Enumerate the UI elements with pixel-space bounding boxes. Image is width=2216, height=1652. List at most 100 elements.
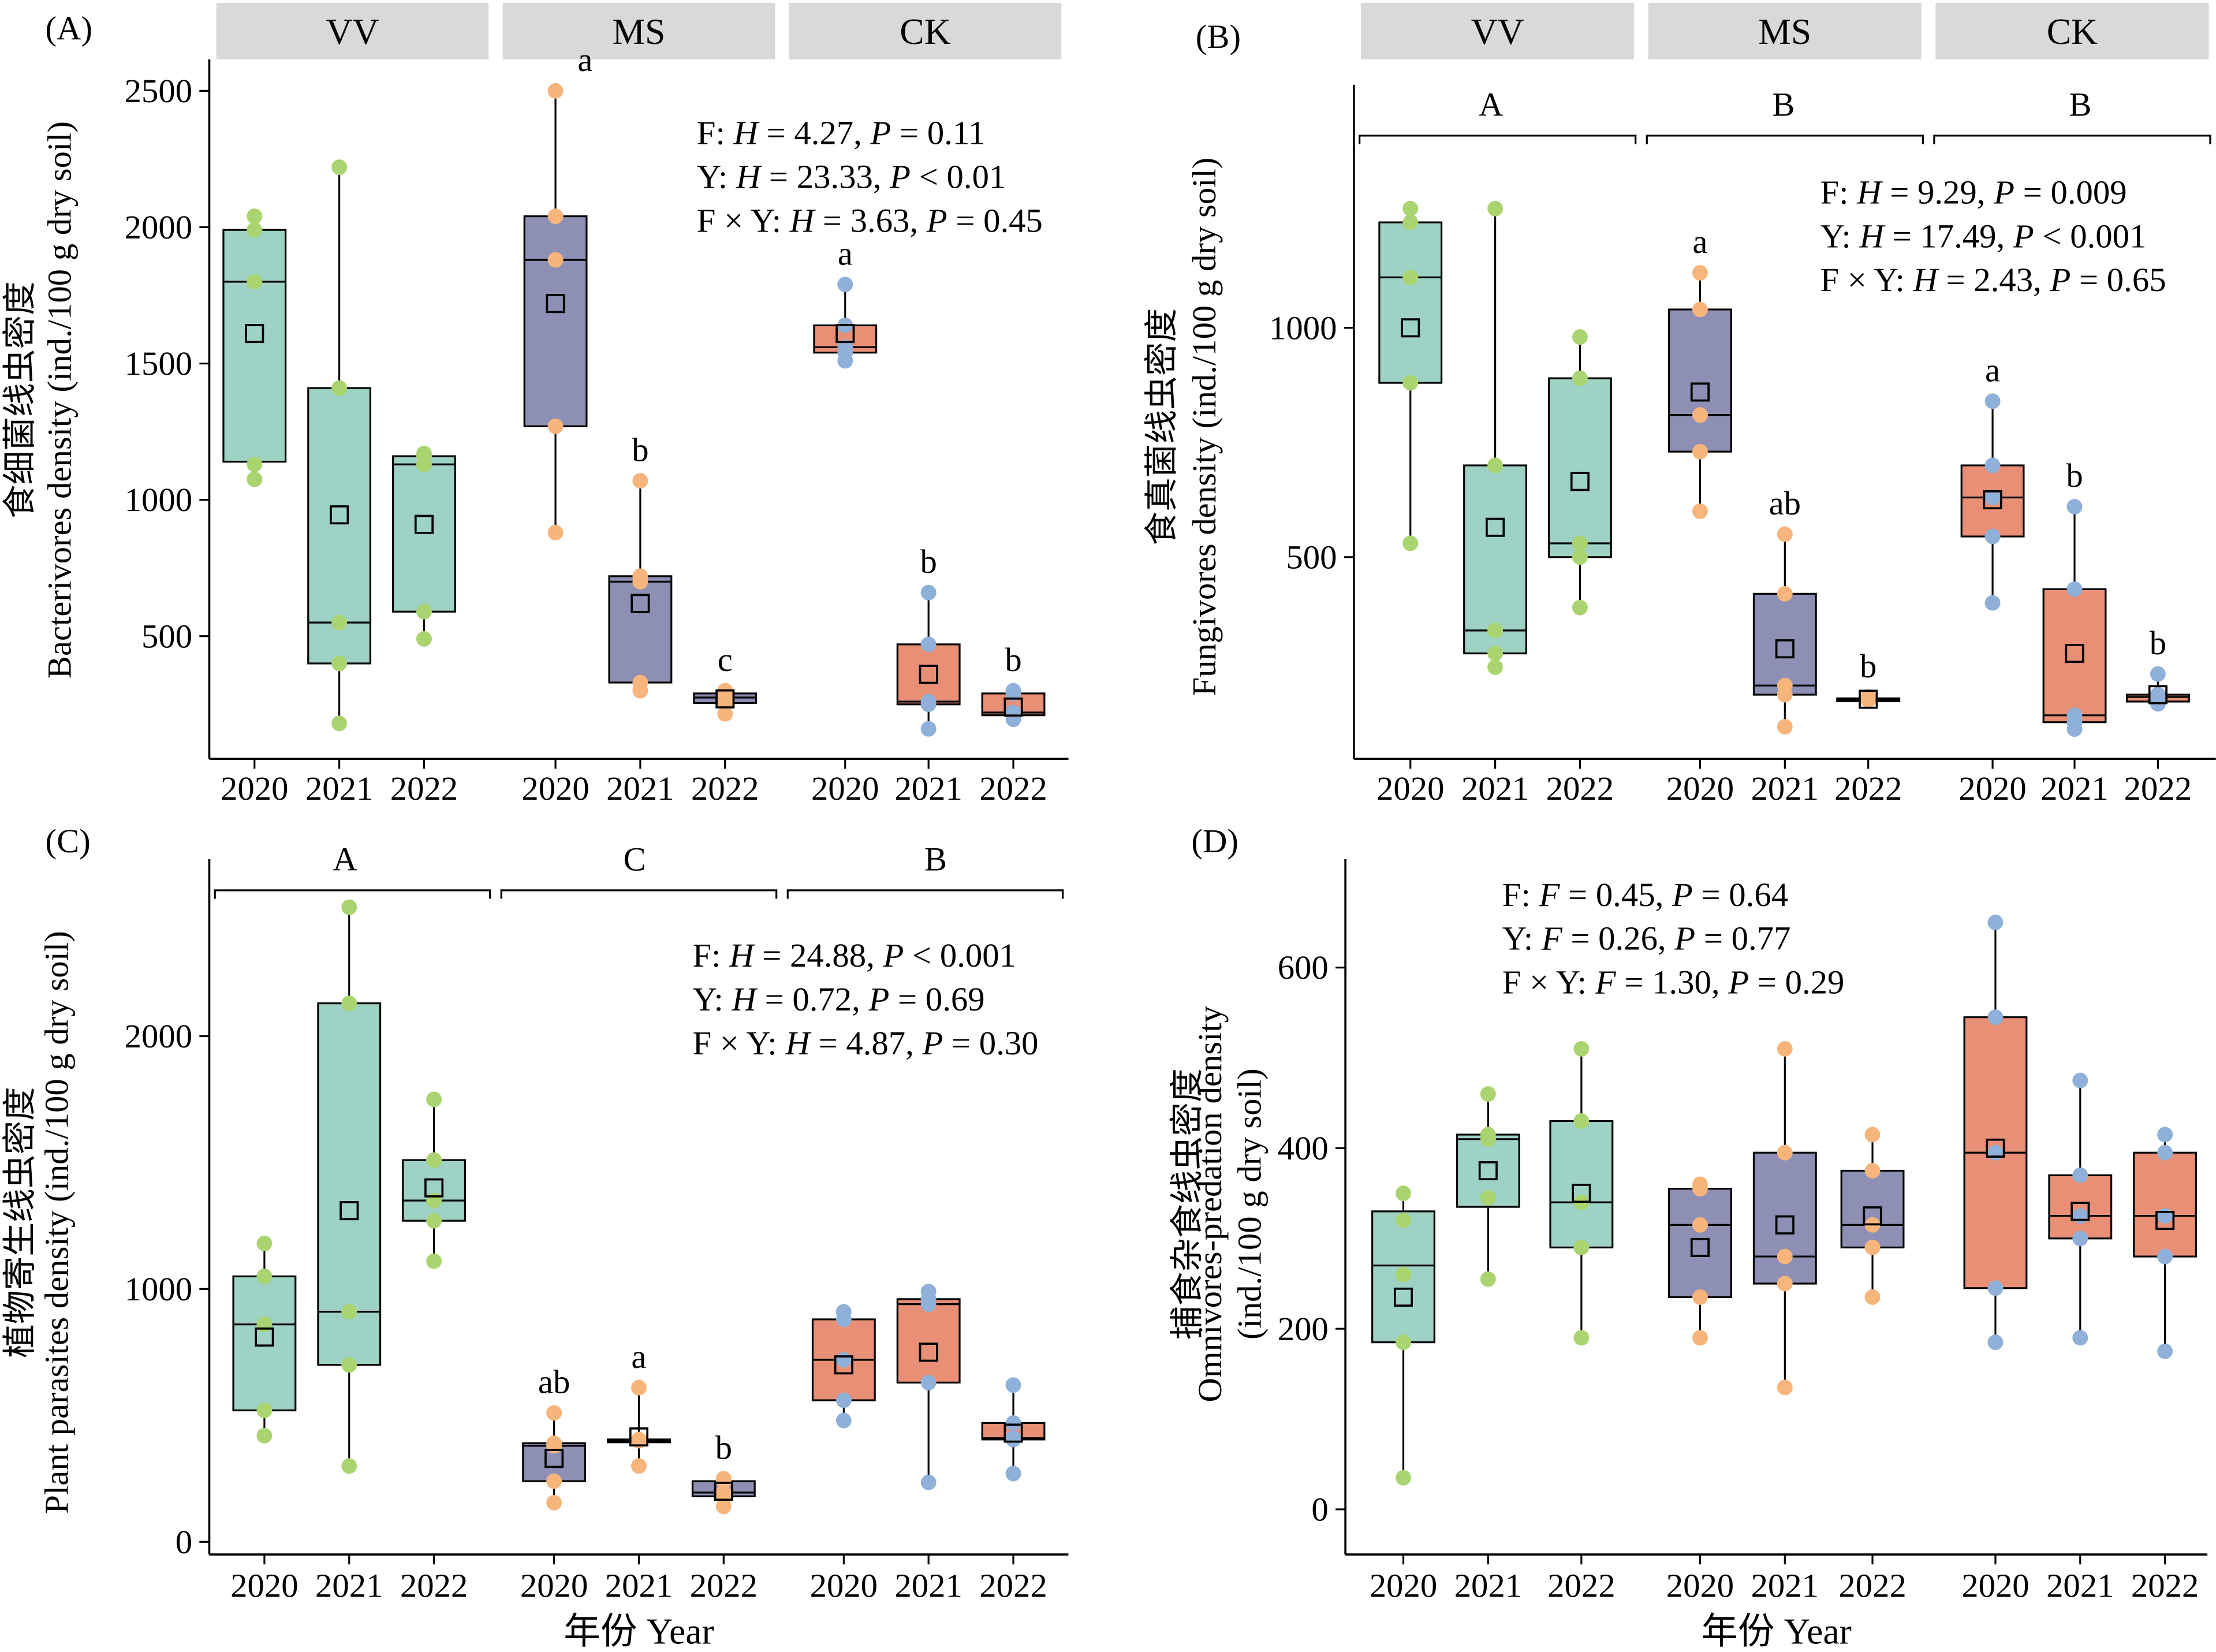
box-ck-2022: 2022 b: [2124, 624, 2192, 807]
significance-letter: a: [1692, 223, 1707, 260]
x-tick-label: 2020: [1958, 770, 2026, 807]
panel-label: (D): [1191, 822, 1238, 860]
group-bracket: [786, 889, 1064, 899]
stats-line: F: H = 9.29, P = 0.009: [1820, 173, 2127, 211]
y-tick-label: 1000: [125, 481, 192, 519]
data-point: [1777, 719, 1793, 735]
x-tick-label: 2020: [230, 1567, 298, 1605]
box-ms-2021: 2021 a: [605, 1338, 673, 1605]
y-axis-title-zh: 捕食杂食线虫密度: [1169, 1068, 1206, 1340]
facet-strip-label: VV: [1471, 11, 1524, 52]
group-bracket: [1359, 135, 1637, 144]
x-tick-label: 2021: [1751, 770, 1819, 807]
data-point: [1572, 329, 1588, 345]
facet-strip-label: CK: [2047, 11, 2098, 52]
data-point: [546, 1435, 562, 1451]
stats-token: H: [1856, 173, 1883, 211]
x-tick-label: 2021: [2046, 1567, 2114, 1605]
mean-marker: [834, 1355, 853, 1375]
data-point: [331, 159, 348, 176]
data-point: [1987, 915, 2004, 930]
data-point: [426, 1253, 442, 1269]
x-tick-label: 2020: [1370, 1567, 1437, 1605]
facet-strip: [502, 2, 775, 59]
data-point: [1864, 1289, 1881, 1305]
mean-marker: [2070, 1202, 2090, 1221]
stats-line: F × Y: F = 1.30, P = 0.29: [1502, 964, 1845, 1001]
data-point: [547, 524, 564, 540]
data-point: [2157, 1343, 2173, 1359]
mean-marker: [1003, 698, 1023, 717]
facet-strip: [1361, 2, 1635, 59]
data-point: [426, 1152, 442, 1168]
mean-marker: [629, 1427, 648, 1447]
data-point: [2157, 1248, 2173, 1265]
facet-strip-label: MS: [612, 11, 665, 52]
y-axis-title-en: Fungivores density (ind./100 g dry soil): [1185, 158, 1223, 696]
data-point: [631, 1431, 647, 1448]
data-point: [547, 252, 564, 268]
data-point: [2157, 1144, 2173, 1161]
stats-token: P: [1672, 876, 1693, 913]
data-point: [256, 1269, 273, 1284]
stats-line: F × Y: H = 2.43, P = 0.65: [1820, 261, 2166, 299]
group-bracket: [1933, 135, 2211, 144]
data-point: [2066, 707, 2083, 724]
stats-token: F: [1541, 920, 1563, 957]
significance-letter: c: [718, 641, 733, 678]
stats-token: = 0.45,: [1560, 876, 1672, 913]
box-iqr: [1668, 1188, 1732, 1299]
data-point: [1777, 1276, 1793, 1292]
data-point: [920, 584, 937, 601]
stats-token: H: [1859, 217, 1886, 255]
data-point: [1572, 370, 1588, 386]
data-point: [416, 603, 432, 620]
data-point: [1692, 301, 1708, 318]
stats-token: Y:: [1820, 217, 1859, 255]
data-point: [1777, 1379, 1793, 1396]
data-point: [1777, 586, 1793, 602]
box-ck-2021: 2021 b: [894, 543, 962, 807]
data-point: [835, 1352, 852, 1368]
data-point: [1692, 503, 1708, 519]
x-tick-label: 2022: [390, 770, 458, 807]
group-bracket: [1646, 135, 1924, 144]
facet-strip-label: VV: [326, 11, 379, 52]
x-tick-label: 2020: [520, 1567, 588, 1605]
mean-marker: [2148, 685, 2167, 704]
data-point: [1572, 549, 1588, 565]
box-ms-2021: 2021 ab: [1751, 484, 1819, 807]
box-vv-2021: 2021: [305, 159, 373, 807]
stats-token: F:: [1502, 876, 1539, 913]
box-iqr: [1547, 377, 1612, 558]
data-point: [2072, 1208, 2088, 1224]
y-tick-label: 400: [1278, 1129, 1329, 1167]
y-tick-label: 1500: [125, 345, 192, 382]
mean-marker: [330, 505, 349, 525]
data-point: [1005, 1465, 1021, 1482]
data-point: [1864, 1127, 1881, 1143]
data-point: [1487, 646, 1504, 662]
significance-letter: b: [715, 1429, 732, 1467]
data-point: [920, 1374, 937, 1390]
y-tick-label: 2000: [125, 1017, 192, 1055]
data-point: [835, 1304, 852, 1320]
data-point: [1402, 375, 1419, 391]
data-point: [1396, 1185, 1411, 1202]
x-tick-label: 2020: [221, 770, 288, 807]
stats-line: Y: H = 23.33, P < 0.01: [697, 158, 1006, 196]
significance-letter: a: [838, 234, 853, 272]
box-ms-2020: 2020 ab: [520, 1363, 588, 1605]
data-point: [1005, 1415, 1021, 1431]
panel-label: (B): [1196, 18, 1241, 55]
data-point: [1692, 264, 1708, 281]
stats-token: = 0.11: [891, 114, 985, 152]
group-letter: C: [624, 841, 646, 878]
mean-marker: [919, 1343, 938, 1362]
box-iqr: [2042, 588, 2107, 724]
stats-token: Y:: [1502, 920, 1542, 957]
data-point: [1396, 1213, 1411, 1228]
data-point: [1402, 535, 1419, 551]
